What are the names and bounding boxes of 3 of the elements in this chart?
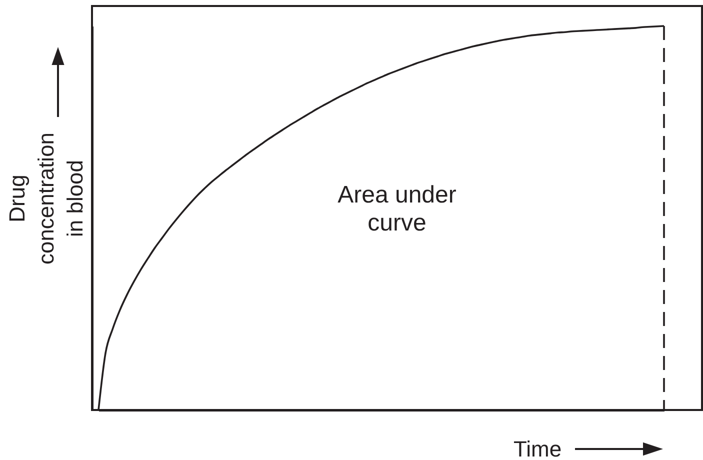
annotation: Area under curve — [338, 181, 456, 236]
x-axis-title: Time — [514, 436, 562, 460]
y-axis-title: Drug concentration in blood — [4, 132, 88, 265]
